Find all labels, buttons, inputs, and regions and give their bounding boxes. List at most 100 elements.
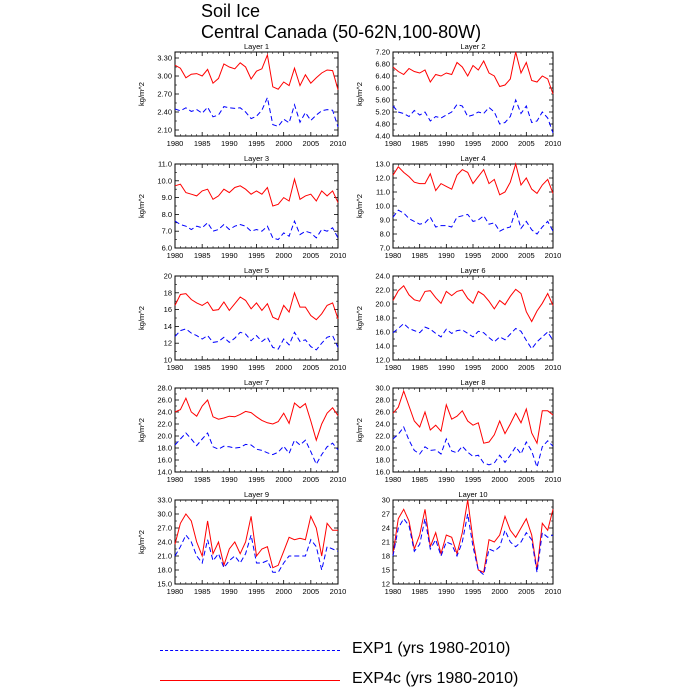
y-tick-label: 33.0 [157,496,172,505]
y-tick-label: 30.0 [157,510,172,519]
y-tick-label: 12.0 [375,356,390,365]
series-line-exp1 [174,534,339,573]
y-tick-label: 30.0 [375,384,390,393]
y-tick-label: 27 [382,510,390,519]
x-tick-label: 1995 [248,587,265,596]
x-tick-label: 1990 [221,139,238,148]
series-line-exp1 [392,322,554,350]
y-tick-label: 7.0 [380,244,390,253]
y-tick-label: 24.0 [375,272,390,281]
x-tick-label: 1980 [385,475,402,484]
x-tick-label: 2000 [491,587,508,596]
x-tick-label: 1990 [221,251,238,260]
y-tick-label: 4.80 [375,120,390,129]
y-tick-label: 3.00 [157,72,172,81]
panel-title: Layer 3 [244,154,269,163]
x-tick-label: 1985 [411,587,428,596]
x-tick-label: 2000 [491,139,508,148]
y-tick-label: 10.0 [157,176,172,185]
figure-subtitle: Central Canada (50-62N,100-80W) [201,22,482,42]
x-tick-label: 1985 [194,587,211,596]
x-tick-label: 1995 [248,475,265,484]
y-tick-label: 2.70 [157,90,172,99]
series-line-exp4c [392,51,554,95]
y-tick-label: 10.0 [375,202,390,211]
y-tick-label: 18 [164,288,172,297]
series-line-exp4c [174,291,339,321]
x-tick-label: 1985 [411,475,428,484]
series-line-exp1 [392,513,554,576]
y-tick-label: 5.20 [375,108,390,117]
y-tick-label: 4.40 [375,132,390,141]
x-tick-label: 2005 [518,475,535,484]
series-line-exp4c [174,513,338,569]
y-tick-label: 13.0 [375,160,390,169]
y-tick-label: 7.20 [375,48,390,57]
panel-2: Layer 2 kg/m^2 4.40 4.80 5.20 5.60 6.00 6.40 6.8… [355,42,561,148]
y-tick-label: 24.0 [157,408,172,417]
y-tick-label: 27.0 [157,524,172,533]
y-tick-label: 15 [382,566,390,575]
y-tick-label: 14.0 [375,342,390,351]
series-line-exp1 [174,219,339,241]
y-tick-label: 12 [164,339,172,348]
x-tick-label: 1990 [221,587,238,596]
x-tick-label: 1990 [438,251,455,260]
y-tick-label: 7.0 [162,227,172,236]
x-tick-label: 1995 [465,475,482,484]
legend-exp1-line [160,650,340,651]
x-tick-label: 2010 [330,363,347,372]
panel-3: Layer 3 kg/m^2 6.0 7.0 8.0 9.0 10.0 11.0 1980 198… [137,154,346,260]
panel-title: Layer 4 [460,154,485,163]
x-tick-label: 1995 [248,363,265,372]
x-tick-label: 2005 [302,251,319,260]
plot-frame [174,499,339,585]
x-tick-label: 1985 [411,139,428,148]
x-tick-label: 1990 [221,363,238,372]
y-tick-label: 14 [164,322,172,331]
y-tick-label: 28.0 [375,396,390,405]
x-tick-label: 1995 [465,251,482,260]
y-tick-label: 28.0 [157,384,172,393]
y-axis-label: kg/m^2 [355,194,364,218]
y-tick-label: 26.0 [375,408,390,417]
y-tick-label: 8.0 [380,230,390,239]
y-axis-label: kg/m^2 [137,418,146,442]
y-tick-label: 18.0 [375,314,390,323]
panel-7: Layer 7 kg/m^2 14.0 16.0 18.0 20.0 22.0 24.0 26.… [137,378,346,484]
y-tick-label: 16 [164,305,172,314]
panel-6: Layer 6 kg/m^2 12.0 14.0 16.0 18.0 20.0 22.0 24.… [355,266,561,372]
x-tick-label: 1985 [411,363,428,372]
x-tick-label: 2010 [545,587,562,596]
x-tick-label: 1980 [167,251,184,260]
x-tick-label: 1985 [194,139,211,148]
y-tick-label: 20.0 [157,432,172,441]
x-tick-label: 1990 [438,363,455,372]
panel-title: Layer 1 [244,42,269,51]
x-tick-label: 2010 [545,475,562,484]
x-tick-label: 1990 [438,587,455,596]
x-tick-label: 1985 [194,363,211,372]
panel-title: Layer 6 [460,266,485,275]
y-tick-label: 20.0 [375,300,390,309]
series-line-exp4c [174,177,339,207]
x-tick-label: 1995 [465,139,482,148]
y-tick-label: 12.0 [375,174,390,183]
panel-8: Layer 8 kg/m^2 16.0 18.0 20.0 22.0 24.0 26.0 28.… [355,378,561,484]
x-tick-label: 2005 [302,475,319,484]
y-tick-label: 21 [382,538,390,547]
x-tick-label: 1990 [438,139,455,148]
y-tick-label: 6.00 [375,84,390,93]
x-tick-label: 2000 [275,139,292,148]
y-tick-label: 6.40 [375,72,390,81]
y-tick-label: 20 [164,272,172,281]
y-tick-label: 16.0 [375,468,390,477]
x-tick-label: 2000 [275,251,292,260]
y-tick-label: 14.0 [157,468,172,477]
y-tick-label: 2.10 [157,126,172,135]
y-tick-label: 9.0 [380,216,390,225]
y-tick-label: 18.0 [157,444,172,453]
x-tick-label: 2010 [330,587,347,596]
series-line-exp1 [392,98,554,134]
y-axis-label: kg/m^2 [137,530,146,554]
